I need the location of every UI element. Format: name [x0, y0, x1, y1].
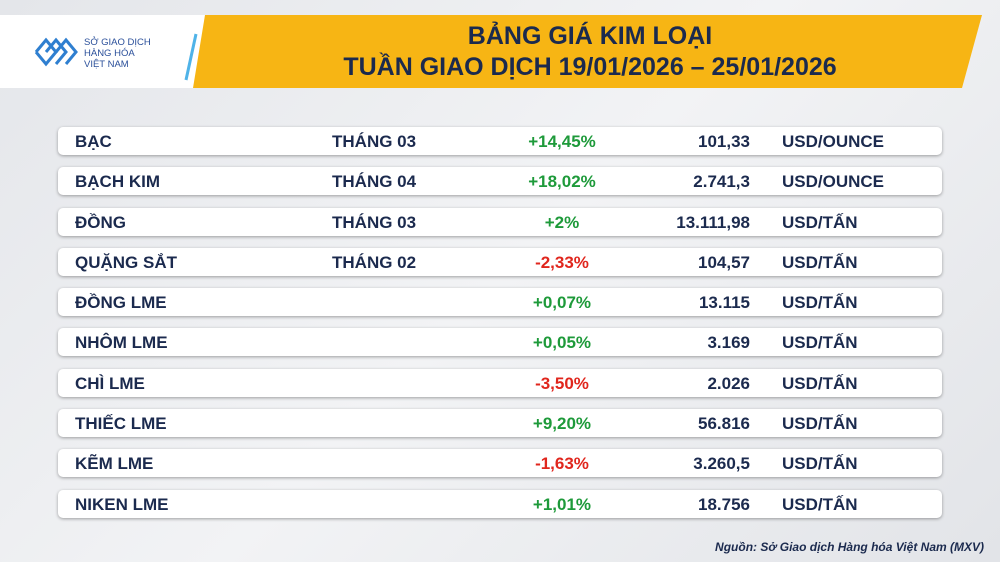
logo-text: HÀNG HÓA: [84, 48, 135, 59]
metal: NHÔM LME: [75, 333, 168, 353]
source: Nguồn: Sở Giao dịch Hàng hóa Việt Nam (M…: [715, 540, 984, 554]
unit: USD/TẤN: [782, 373, 858, 393]
unit: USD/TẤN: [782, 212, 858, 232]
table-row: ĐỒNG LME +0,07% 13.115 USD/TẤN: [58, 288, 942, 317]
table-row: CHÌ LME -3,50% 2.026 USD/TẤN: [58, 368, 942, 397]
table-row: KẼM LME -1,63% 3.260,5 USD/TẤN: [58, 449, 942, 478]
contract-month: THÁNG 02: [332, 252, 417, 272]
change: +9,20%: [532, 414, 592, 434]
logo-panel: [0, 15, 205, 88]
price: 56.816: [698, 414, 750, 434]
title: BẢNG GIÁ KIM LOẠI: [467, 22, 713, 50]
change: +18,02%: [528, 172, 596, 192]
metal: BẠCH KIM: [75, 172, 160, 192]
unit: USD/TẤN: [782, 333, 858, 353]
logo-text: SỞ GIAO DỊCH: [84, 37, 151, 48]
unit: USD/OUNCE: [782, 172, 885, 192]
unit: USD/TẤN: [782, 252, 858, 272]
contract-month: THÁNG 03: [332, 212, 417, 232]
change: +0,05%: [532, 333, 592, 353]
price: 18.756: [698, 494, 750, 514]
metal: ĐỒNG LME: [75, 293, 167, 313]
change: -3,50%: [535, 373, 589, 393]
table-row: ĐỒNG THÁNG 03 +2% 13.111,98 USD/TẤN: [58, 207, 942, 236]
price: 3.260,5: [693, 454, 750, 474]
unit: USD/TẤN: [782, 454, 858, 474]
unit: USD/TẤN: [782, 414, 858, 434]
price: 2.741,3: [693, 172, 750, 192]
contract-month: THÁNG 04: [332, 172, 417, 192]
unit: USD/TẤN: [782, 293, 858, 313]
metal: BẠC: [75, 132, 112, 151]
change: +1,01%: [532, 494, 592, 514]
logo-text: VIỆT NAM: [84, 59, 129, 70]
price: 13.115: [698, 293, 750, 313]
logo-icon: [34, 37, 78, 67]
price: 101,33: [698, 132, 750, 151]
unit: USD/OUNCE: [782, 132, 885, 151]
logo-accent: [184, 33, 198, 81]
contract-month: THÁNG 03: [332, 132, 417, 151]
change: -1,63%: [535, 454, 589, 474]
metal: THIẾC LME: [75, 414, 167, 434]
metal: CHÌ LME: [75, 373, 145, 393]
price: 13.111,98: [676, 212, 750, 232]
metal: KẼM LME: [75, 454, 154, 474]
table-row: BẠCH KIM THÁNG 04 +18,02% 2.741,3 USD/OUNCE: [58, 167, 942, 196]
price: 104,57: [698, 252, 750, 272]
change: +14,45%: [528, 132, 596, 151]
price: 2.026: [707, 373, 750, 393]
table-row: NHÔM LME +0,05% 3.169 USD/TẤN: [58, 328, 942, 357]
price: 3.169: [707, 333, 750, 353]
metal: QUẶNG SẮT: [75, 252, 177, 272]
metal: ĐỒNG: [75, 212, 126, 232]
header-graphic: [0, 15, 982, 88]
change: +0,07%: [532, 293, 592, 313]
table-row: BẠC THÁNG 03 +14,45% 101,33 USD/OUNCE: [58, 127, 942, 155]
table: BẠC THÁNG 03 +14,45% 101,33 USD/OUNCE BẠCH KI…: [58, 127, 942, 530]
change: +2%: [544, 212, 580, 232]
title-banner: [190, 15, 982, 88]
table-row: NIKEN LME +1,01% 18.756 USD/TẤN: [58, 489, 942, 518]
unit: USD/TẤN: [782, 494, 858, 514]
title: TUẦN GIAO DỊCH 19/01/2026 – 25/01/2026: [343, 53, 837, 81]
metal: NIKEN LME: [75, 494, 169, 514]
change: -2,33%: [535, 252, 589, 272]
table-row: QUẶNG SẮT THÁNG 02 -2,33% 104,57 USD/TẤN: [58, 247, 942, 276]
table-row: THIẾC LME +9,20% 56.816 USD/TẤN: [58, 409, 942, 438]
